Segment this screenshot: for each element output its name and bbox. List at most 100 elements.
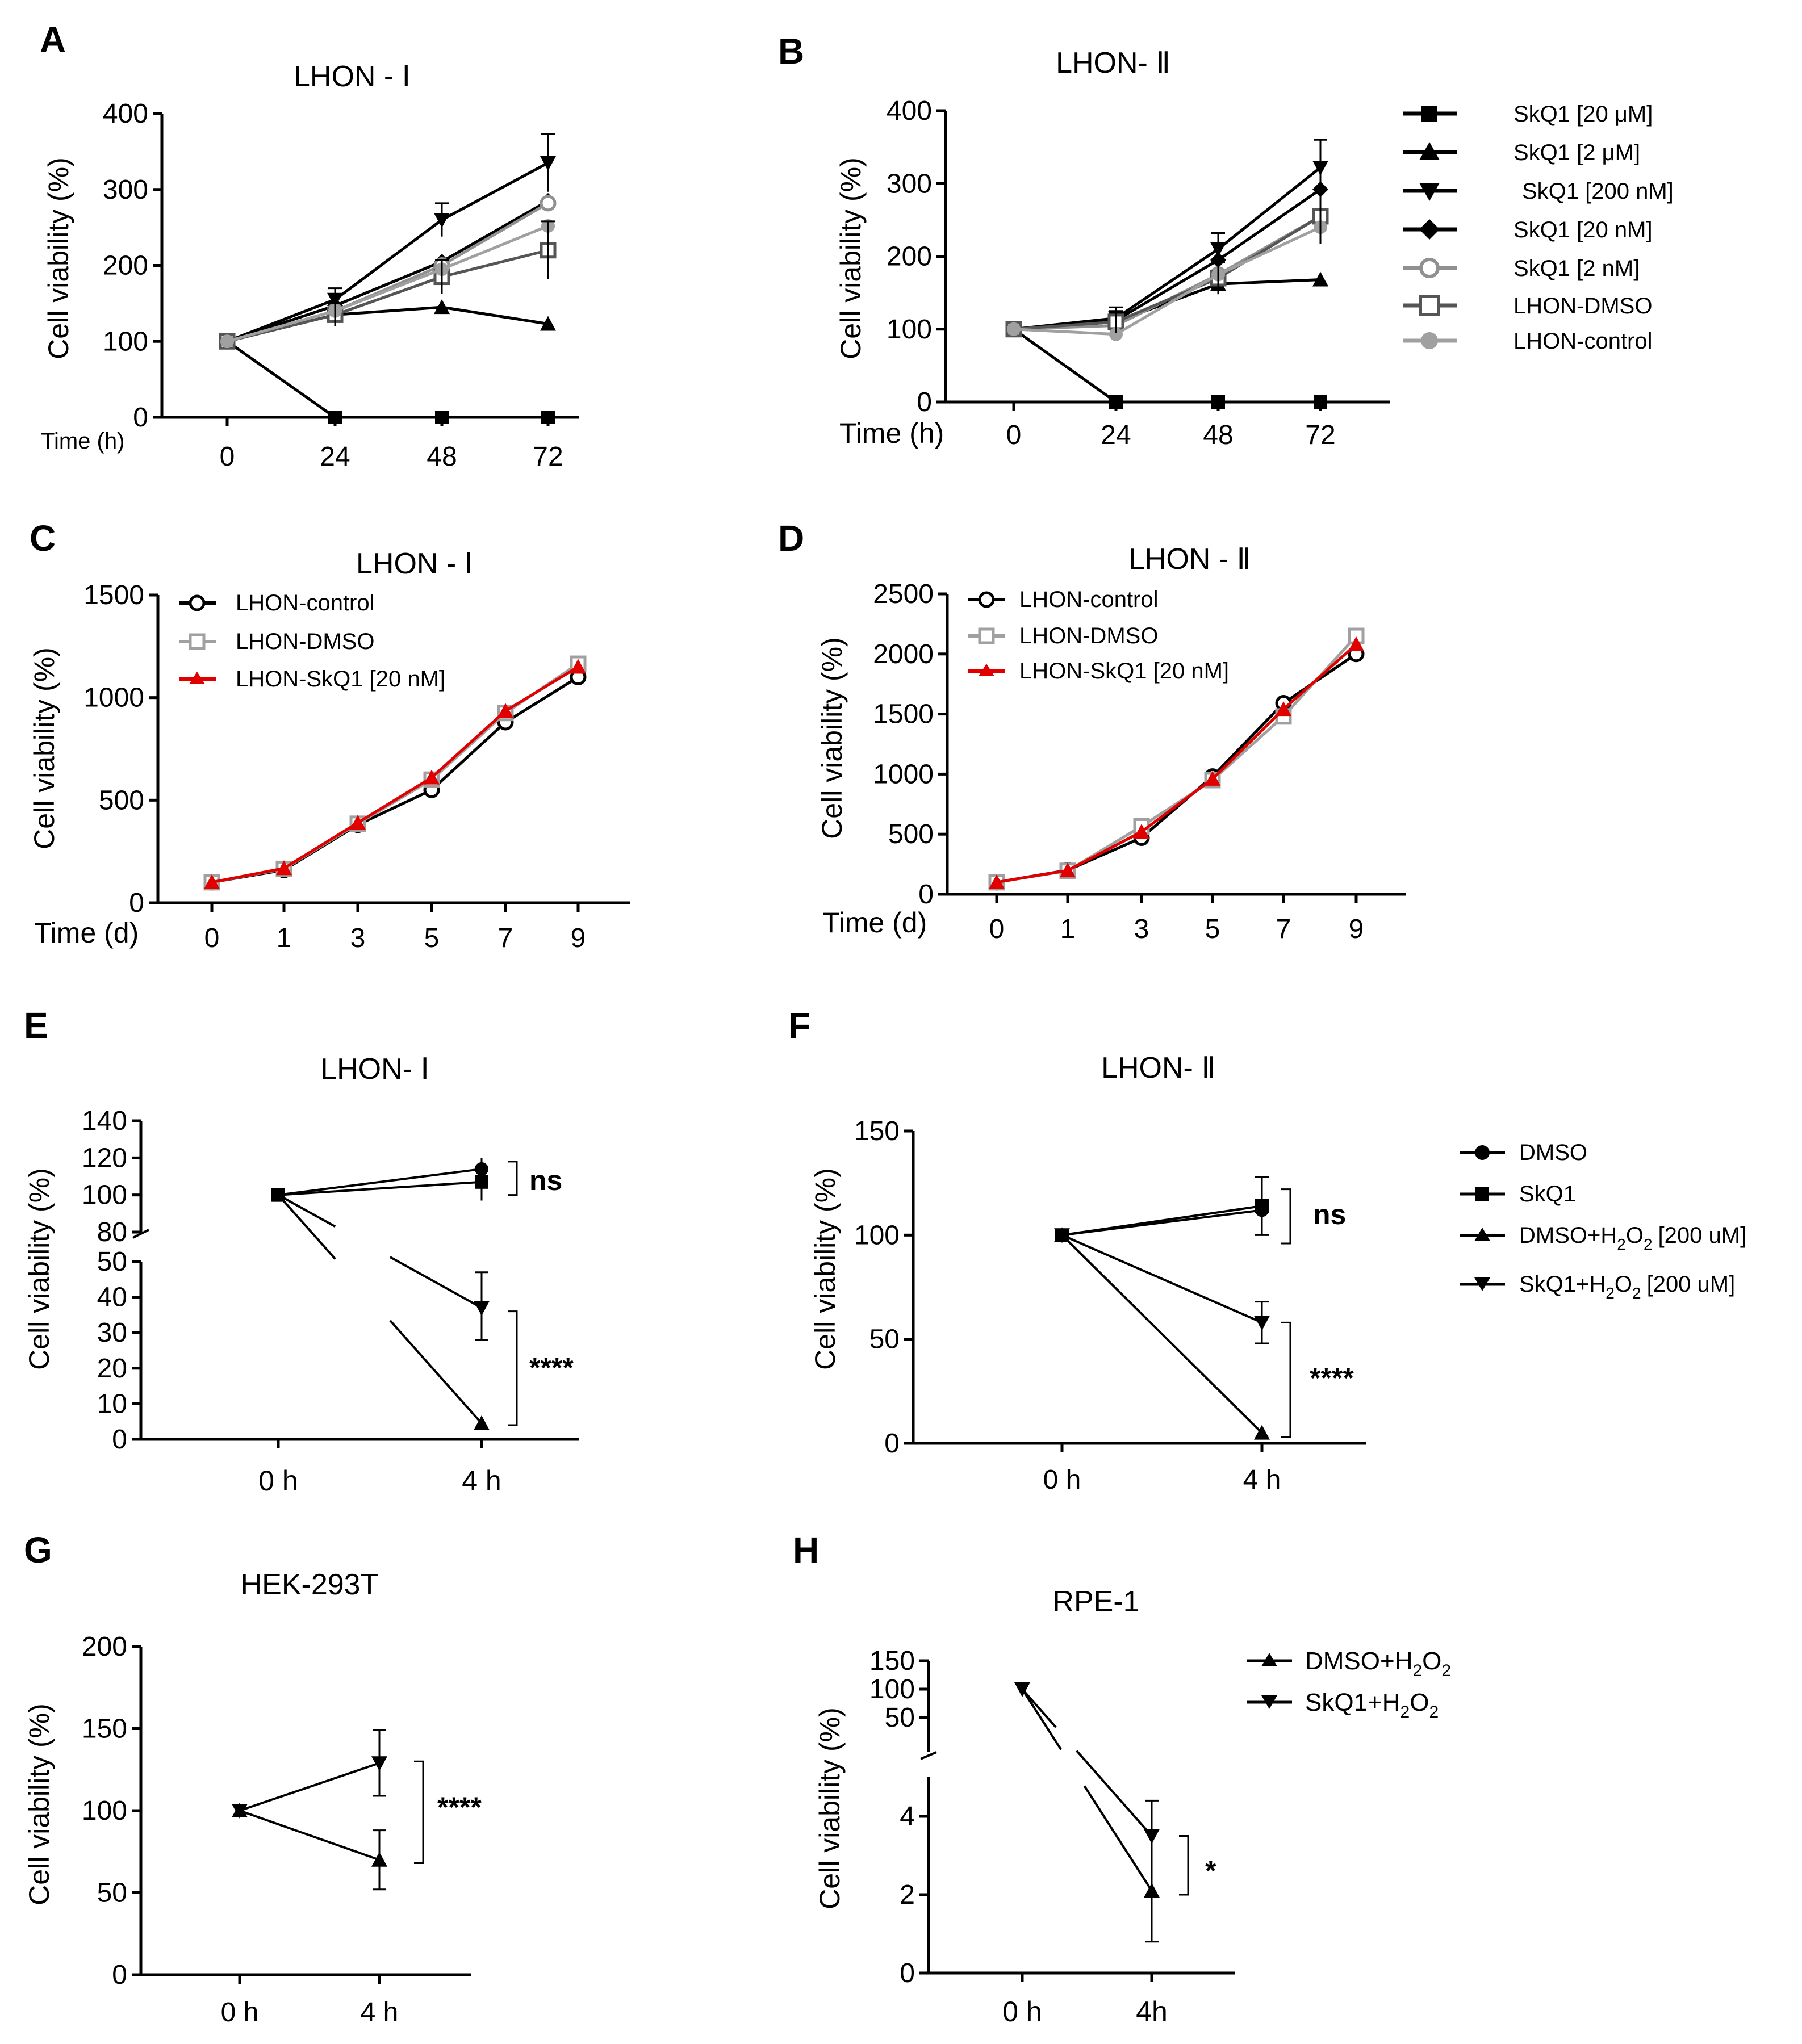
series-line	[1076, 1750, 1153, 1837]
y-tick-label: 400	[103, 99, 148, 129]
series-line	[1061, 1205, 1262, 1237]
legend-c-item-0: LHON-control	[179, 590, 375, 615]
y-tick-label: 100	[887, 315, 932, 345]
x-tick-label: 1	[277, 923, 292, 953]
xlabel-d: Time (d)	[822, 907, 927, 939]
legend-c-label-1: LHON-DMSO	[236, 629, 374, 654]
series-line	[996, 643, 1357, 884]
annotation-stars-g: ****	[437, 1791, 482, 1823]
series-line	[1013, 188, 1322, 331]
data-point	[220, 334, 234, 349]
panel-letter-g: G	[24, 1530, 52, 1570]
data-point	[328, 411, 342, 424]
x-tick-label: 3	[1134, 914, 1149, 944]
title-b: LHON- Ⅱ	[1056, 47, 1170, 79]
series-line	[1021, 1688, 1063, 1750]
legend-b-item-5: LHON-DMSO	[1403, 294, 1652, 319]
y-tick-label: 0	[900, 1958, 915, 1988]
chart-d: 0 500 1000 1500 2000 2500 0 1 3 5 7 9	[873, 579, 1406, 944]
legend-f-item-0: DMSO	[1460, 1140, 1587, 1165]
data-point	[1348, 636, 1364, 651]
x-tick-label: 24	[320, 442, 350, 472]
y-tick-label: 2000	[873, 639, 934, 669]
legend-h-label-1: SkQ1+H2O2	[1305, 1689, 1439, 1722]
series-line	[996, 652, 1357, 884]
legend-c-label-2: LHON-SkQ1 [20 nM]	[236, 667, 445, 692]
legend-b-label-5: LHON-DMSO	[1513, 294, 1652, 319]
data-point	[424, 769, 440, 785]
title-g: HEK-293T	[241, 1568, 379, 1601]
series-line	[211, 662, 579, 884]
chart-f: 0 50 100 150 0 h 4 h	[854, 1116, 1366, 1495]
legend-b: SkQ1 [20 μM] SkQ1 [2 μM] SkQ1 [200 nM] S…	[1403, 102, 1674, 354]
data-point	[1276, 701, 1291, 717]
y-tick-label: 500	[888, 819, 934, 849]
title-h: RPE-1	[1052, 1585, 1139, 1618]
ylabel-c: Cell viability (%)	[28, 647, 60, 849]
panel-letter-e: E	[24, 1005, 48, 1046]
x-tick-label: 1	[1060, 914, 1076, 944]
y-tick-label: 40	[97, 1283, 127, 1313]
y-tick-label: 0	[884, 1429, 900, 1459]
x-tick-label: 4h	[1136, 1996, 1168, 2028]
x-tick-label: 0	[989, 914, 1005, 944]
series-line	[389, 1256, 482, 1309]
x-tick-label: 0 h	[1002, 1996, 1042, 2028]
legend-b-item-0: SkQ1 [20 μM]	[1403, 102, 1653, 127]
legend-c-item-2: LHON-SkQ1 [20 nM]	[179, 667, 445, 692]
legend-b-item-2: SkQ1 [200 nM]	[1403, 179, 1674, 204]
data-point	[497, 703, 513, 718]
panel-letter-d: D	[778, 518, 804, 559]
x-tick-label: 5	[424, 923, 440, 953]
x-tick-label: 4 h	[462, 1465, 501, 1497]
x-tick-label: 0	[1006, 420, 1022, 450]
data-point	[276, 860, 292, 876]
legend-b-label-3: SkQ1 [20 nM]	[1513, 217, 1653, 242]
series-line	[239, 1762, 380, 1812]
y-tick-label: 100	[82, 1180, 127, 1211]
title-e: LHON- Ⅰ	[320, 1053, 429, 1086]
y-tick-label: 50	[97, 1247, 127, 1277]
xlabel-b: Time (h)	[839, 417, 944, 449]
legend-d-label-2: LHON-SkQ1 [20 nM]	[1019, 659, 1229, 684]
x-tick-label: 4 h	[361, 1997, 399, 2028]
legend-d-label-0: LHON-control	[1019, 587, 1159, 612]
x-tick-label: 72	[533, 442, 563, 472]
panel-letter-h: H	[793, 1530, 819, 1570]
x-tick-label: 7	[1276, 914, 1291, 944]
bracket-star	[1179, 1835, 1189, 1896]
legend-b-label-2: SkQ1 [200 nM]	[1522, 179, 1674, 204]
legend-b-item-1: SkQ1 [2 μM]	[1403, 140, 1640, 165]
series-line	[389, 1320, 483, 1425]
data-point	[434, 299, 450, 315]
ylabel-b: Cell viability (%)	[835, 157, 867, 359]
legend-f-label-0: DMSO	[1519, 1140, 1587, 1165]
x-tick-label: 48	[427, 442, 457, 472]
chart-e: 80 100 120 140 0 10 20 30 40 50 0 h 4 h	[82, 1106, 579, 1497]
y-tick-label: 1500	[83, 580, 144, 610]
annotation-ns-f: ns	[1313, 1199, 1346, 1230]
x-tick-label: 0 h	[221, 1997, 259, 2028]
data-point	[570, 659, 586, 674]
title-f: LHON- Ⅱ	[1101, 1052, 1216, 1084]
legend-b-label-0: SkQ1 [20 μM]	[1513, 102, 1653, 127]
ylabel-e: Cell viability (%)	[23, 1168, 55, 1370]
axis-break	[920, 1751, 937, 1760]
legend-f-label-1: SkQ1	[1519, 1182, 1576, 1207]
y-tick-label: 0	[918, 879, 934, 910]
x-tick-label: 5	[1205, 914, 1220, 944]
x-tick-label: 9	[571, 923, 586, 953]
bracket-ns	[508, 1161, 518, 1196]
x-tick-label: 7	[498, 923, 513, 953]
legend-b-item-6: LHON-control	[1403, 329, 1653, 354]
y-tick-label: 50	[869, 1325, 900, 1355]
y-tick-label: 0	[917, 387, 932, 417]
chart-g: 0 50 100 150 200 0 h 4 h	[82, 1632, 471, 2028]
series-line	[227, 224, 549, 343]
title-c: LHON - Ⅰ	[356, 547, 473, 580]
legend-f-item-1: SkQ1	[1460, 1182, 1576, 1207]
series-line	[1061, 1234, 1262, 1324]
series-line	[277, 1194, 336, 1260]
bracket-stars	[1281, 1321, 1291, 1438]
panel-letter-c: C	[30, 518, 56, 559]
